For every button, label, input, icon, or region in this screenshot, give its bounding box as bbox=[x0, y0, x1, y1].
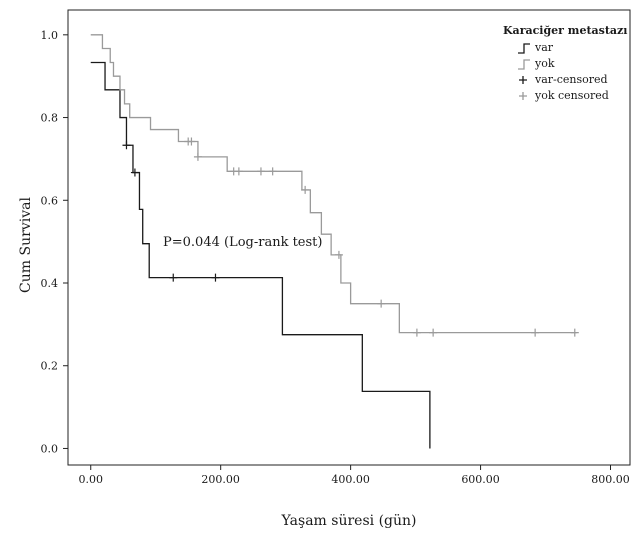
x-tick-label: 0.00 bbox=[78, 473, 103, 486]
censor-mark-var bbox=[169, 273, 178, 282]
censor-mark-var bbox=[122, 141, 131, 150]
y-tick-label: 0.8 bbox=[41, 112, 59, 125]
series-layer bbox=[90, 34, 579, 449]
censor-mark-yok bbox=[301, 185, 310, 194]
y-tick-label: 0.4 bbox=[41, 277, 59, 290]
censor-mark-yok bbox=[429, 328, 438, 337]
y-tick-label: 0.0 bbox=[41, 442, 59, 455]
censor-mark-yok bbox=[412, 328, 421, 337]
legend-label-var: var bbox=[534, 41, 554, 54]
legend-title: Karaciğer metastazı bbox=[503, 24, 627, 37]
x-tick-label: 800.00 bbox=[591, 473, 630, 486]
ticks-layer: 0.00 200.00 400.00 600.00 800.00 0.0 0.2 0.4 0.6… bbox=[41, 29, 630, 486]
x-axis-label: Yaşam süresi (gün) bbox=[281, 513, 417, 529]
censor-mark-yok bbox=[256, 167, 265, 176]
x-tick-label: 600.00 bbox=[461, 473, 500, 486]
y-tick-label: 0.6 bbox=[41, 194, 59, 207]
censor-mark-yok bbox=[234, 167, 243, 176]
legend: Karaciğer metastazı var yok var-censored… bbox=[503, 24, 627, 102]
y-axis-label: Cum Survival bbox=[18, 197, 34, 293]
censor-mark-yok bbox=[334, 250, 343, 259]
legend-label-var-censored: var-censored bbox=[534, 73, 608, 86]
censor-mark-yok bbox=[570, 328, 579, 337]
legend-swatch-var-censored bbox=[519, 76, 527, 84]
censor-mark-var bbox=[130, 168, 139, 177]
x-tick-label: 400.00 bbox=[331, 473, 370, 486]
censor-mark-yok bbox=[377, 299, 386, 308]
legend-label-yok-censored: yok censored bbox=[534, 89, 609, 102]
legend-swatch-yok bbox=[518, 59, 530, 70]
censor-mark-var bbox=[211, 273, 220, 282]
x-tick-label: 200.00 bbox=[201, 473, 240, 486]
plot-frame bbox=[67, 9, 631, 466]
y-tick-label: 1.0 bbox=[41, 29, 59, 42]
legend-swatch-var bbox=[518, 43, 530, 54]
censor-mark-yok bbox=[268, 167, 277, 176]
y-tick-label: 0.2 bbox=[41, 360, 59, 373]
survival-curve-var bbox=[90, 61, 431, 449]
censor-mark-yok bbox=[193, 152, 202, 161]
legend-label-yok: yok bbox=[534, 57, 555, 70]
censor-mark-yok bbox=[531, 328, 540, 337]
pvalue-annotation: P=0.044 (Log-rank test) bbox=[163, 235, 322, 250]
survival-curve-yok bbox=[90, 34, 577, 334]
legend-swatch-yok-censored bbox=[519, 92, 527, 100]
censor-mark-yok bbox=[187, 137, 196, 146]
